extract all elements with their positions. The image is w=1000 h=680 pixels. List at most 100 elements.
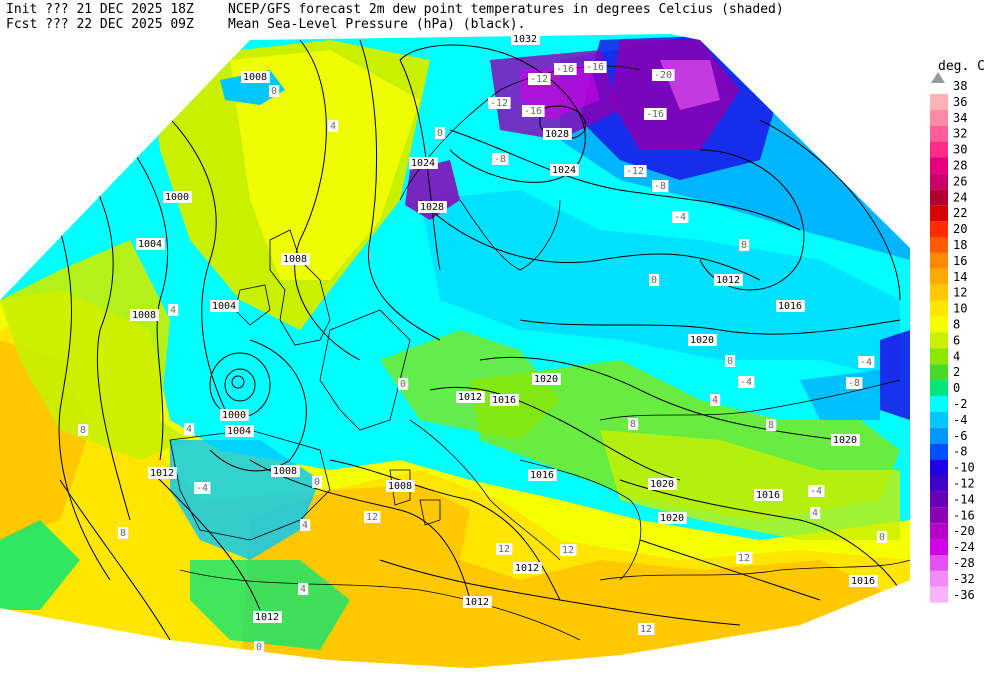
legend-swatch [930, 173, 948, 190]
dewpoint-contour-label: 8 [741, 240, 747, 251]
legend-swatch [930, 507, 948, 524]
isobar-label: 1008 [243, 72, 267, 83]
legend-swatch [930, 205, 948, 222]
legend-label: -10 [953, 461, 975, 475]
legend-swatch [930, 523, 948, 540]
dewpoint-contour-label: 12 [640, 624, 652, 635]
map-label-bg [364, 511, 381, 523]
map-label-bg [628, 418, 639, 430]
map-label-bg [386, 480, 415, 492]
legend-label: 2 [953, 365, 960, 379]
map-label-bg [409, 157, 438, 169]
map-label-bg [463, 596, 492, 608]
map-label-bg [254, 641, 265, 653]
dewpoint-contour-label: 0 [437, 128, 443, 139]
dewpoint-contour-label: 0 [271, 86, 277, 97]
dewpoint-field [0, 34, 910, 668]
map-label-bg [488, 97, 511, 109]
dewpoint-contour-label: 0 [400, 379, 406, 390]
legend-label: -14 [953, 492, 975, 506]
legend-swatch [930, 411, 948, 428]
map-label-bg [776, 300, 805, 312]
isobar-label: 1028 [545, 129, 569, 140]
dewpoint-contour-label: 4 [330, 121, 336, 132]
isobar-label: 1020 [660, 513, 684, 524]
map-label-bg [754, 489, 783, 501]
legend-swatch [930, 268, 948, 285]
isobar-label: 1016 [492, 395, 516, 406]
isobar-label: 1008 [283, 254, 307, 265]
map-label-bg [168, 304, 179, 316]
legend-label: 0 [953, 381, 960, 395]
legend-label: 6 [953, 333, 960, 347]
isobar-label: 1032 [513, 34, 537, 45]
legend-swatch [930, 157, 948, 174]
dewpoint-contour-label: -12 [490, 98, 508, 109]
legend-label: 32 [953, 127, 967, 141]
legend-label: 22 [953, 206, 967, 220]
legend-label: 34 [953, 111, 967, 125]
map-label-bg [130, 309, 159, 321]
legend-label: 30 [953, 143, 967, 157]
dewpoint-contour-label: -20 [654, 70, 672, 81]
dewpoint-contour-label: 0 [879, 532, 885, 543]
dewpoint-contour-label: -12 [530, 74, 548, 85]
legend-swatch [930, 332, 948, 349]
isobar-label: 1008 [388, 481, 412, 492]
legend-label: 12 [953, 286, 967, 300]
map-label-bg [648, 478, 677, 490]
map-label-bg [624, 165, 647, 177]
map-label-bg [528, 469, 557, 481]
dewpoint-contour-label: 0 [727, 356, 733, 367]
dewpoint-contour-label: -16 [524, 106, 542, 117]
isobar-label: 1020 [650, 479, 674, 490]
dewpoint-contour-label: 12 [366, 512, 378, 523]
legend-arrow-icon [931, 72, 945, 83]
map-label-bg [148, 467, 177, 479]
forecast-time: Fcst ??? 22 DEC 2025 09Z [6, 17, 194, 32]
dewpoint-contour-label: 12 [498, 544, 510, 555]
map-label-bg [398, 378, 409, 390]
map-label-bg [638, 623, 655, 635]
isobar-label: 1000 [222, 410, 246, 421]
legend-label: -12 [953, 477, 975, 491]
dewpoint-contour-label: 4 [186, 424, 192, 435]
map-label-bg [136, 238, 165, 250]
map-label-bg [649, 274, 660, 286]
isobar-label: 1008 [273, 466, 297, 477]
isobar-label: 1004 [227, 426, 251, 437]
legend-swatch [930, 555, 948, 571]
dewpoint-contour-label: 4 [812, 508, 818, 519]
isobar-label: 1008 [132, 310, 156, 321]
dewpoint-contour-label: -8 [848, 378, 860, 389]
legend-label: 14 [953, 270, 967, 284]
map-label-bg [490, 394, 519, 406]
map-label-bg [184, 423, 195, 435]
dewpoint-contour-label: 0 [651, 275, 657, 286]
map-label-bg [652, 180, 669, 192]
map-label-bg [877, 531, 888, 543]
dewpoint-contour-label: 8 [630, 419, 636, 430]
isobar-label: 1016 [851, 576, 875, 587]
isobar-label: 1012 [150, 468, 174, 479]
isobar-label: 1024 [552, 165, 576, 176]
isobar-label: 1000 [165, 192, 189, 203]
map-label-bg [522, 105, 545, 117]
legend-swatch [930, 252, 948, 269]
dewpoint-contour-label: -12 [626, 166, 644, 177]
map-label-bg [241, 71, 270, 83]
map-label-bg [513, 562, 542, 574]
map-label-bg [528, 73, 551, 85]
legend-label: -4 [953, 413, 967, 427]
dewpoint-contour-label: -4 [196, 483, 208, 494]
map-label-bg [496, 543, 513, 555]
dewpoint-contour-label: -8 [494, 154, 506, 165]
map-label-bg [725, 355, 736, 367]
legend-label: 28 [953, 159, 967, 173]
legend-label: -2 [953, 397, 967, 411]
dewpoint-contour-label: 0 [256, 642, 262, 653]
dewpoint-contour-label: 8 [120, 528, 126, 539]
map-label-bg [281, 253, 310, 265]
map-label-bg [858, 356, 875, 368]
